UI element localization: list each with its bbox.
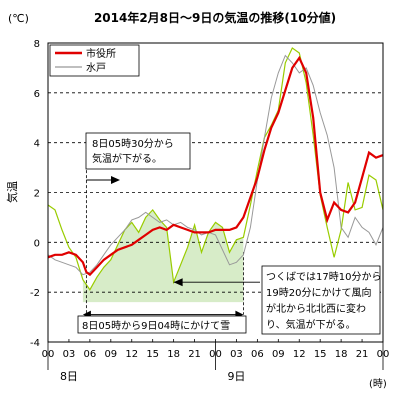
x-tick-label: 12 <box>293 349 306 360</box>
day-label: 8日 <box>60 370 78 383</box>
x-tick-label: 15 <box>314 349 327 360</box>
y-tick-label: 2 <box>34 189 40 200</box>
chart-title: 2014年2月8日～9日の気温の推移(10分値) <box>94 10 336 25</box>
snow-label-box <box>77 315 247 334</box>
x-tick-label: 06 <box>84 349 97 360</box>
y-tick-label: -4 <box>30 338 40 349</box>
series-line-mito <box>47 54 384 276</box>
x-tick-label: 15 <box>146 349 159 360</box>
x-tick-label: 21 <box>188 349 201 360</box>
annotation-box-2 <box>261 265 381 335</box>
x-tick-label: 09 <box>272 349 285 360</box>
y-tick-label: 6 <box>34 89 40 100</box>
y-unit-label: (℃) <box>8 12 29 25</box>
legend-box <box>49 44 140 77</box>
annotation-text-1: 8日05時30分から <box>92 138 174 150</box>
y-axis-label: 気温 <box>5 181 19 203</box>
annotation-text-2: が北から北北西に変わ <box>266 302 366 315</box>
x-tick-label: 18 <box>167 349 180 360</box>
plot-frame <box>47 42 384 343</box>
snow-period-fill <box>82 209 244 303</box>
annotation-box-1 <box>85 132 191 170</box>
y-tick-label: 8 <box>34 39 40 50</box>
x-unit-label: (時) <box>369 378 387 390</box>
x-tick-label: 03 <box>230 349 243 360</box>
series-line-shiyakusho <box>47 55 384 277</box>
annotation-text-2: つくばでは17時10分から <box>266 271 381 283</box>
y-tick-label: -2 <box>30 288 40 299</box>
y-tick-label: 0 <box>34 238 40 249</box>
annotation-text-2: 19時20分にかけて風向 <box>266 286 371 299</box>
legend-label-shiyakusho: 市役所 <box>86 47 116 60</box>
x-tick-label: 12 <box>125 349 138 360</box>
y-tick-label: 4 <box>34 139 40 150</box>
x-tick-label: 06 <box>251 349 264 360</box>
x-tick-label: 21 <box>356 349 369 360</box>
x-tick-label: 09 <box>104 349 117 360</box>
annotation-arrowhead-1 <box>111 176 120 184</box>
x-tick-label: 18 <box>335 349 348 360</box>
snow-period-label: 8日05時から9日04時にかけて雪 <box>82 320 230 332</box>
legend-label-mito: 水戸 <box>86 62 106 74</box>
annotation-arrowhead-2 <box>173 278 183 287</box>
day-label: 9日 <box>227 370 245 383</box>
annotation-text-2: り、気温が下がる。 <box>266 318 356 331</box>
annotation-text-1: 気温が下がる。 <box>92 152 162 165</box>
x-tick-label: 03 <box>63 349 76 360</box>
series-line-green <box>47 47 384 291</box>
